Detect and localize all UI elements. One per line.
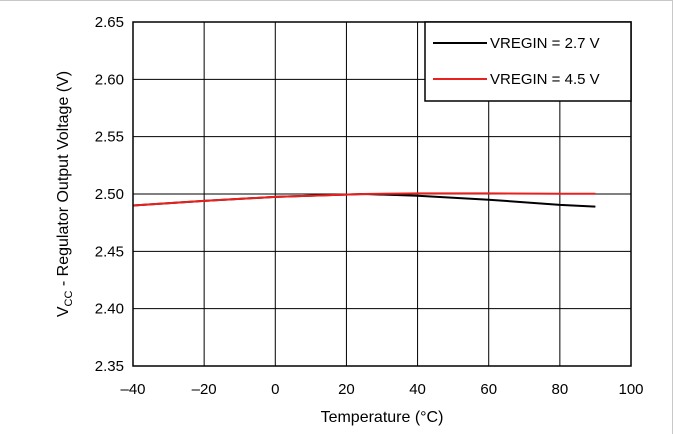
y-tick-label: 2.40 xyxy=(95,301,124,318)
y-axis-title-rest: - Regulator Output Voltage (V) xyxy=(55,71,72,291)
x-tick-label: 20 xyxy=(338,381,355,398)
y-tick-label: 2.60 xyxy=(95,71,124,88)
x-tick-label: –20 xyxy=(192,381,217,398)
plot-border xyxy=(132,21,632,367)
legend-label-1: VREGIN = 2.7 V xyxy=(490,35,600,52)
x-tick-label: 0 xyxy=(271,381,279,398)
series-layer xyxy=(132,192,596,208)
tick-layer: –40 –20 0 20 40 60 80 100 2.35 2.40 2.45 2.50 2.55 2.… xyxy=(95,14,644,398)
y-axis-title: VCC - Regulator Output Voltage (V) xyxy=(55,71,75,317)
y-axis-title-sub: CC xyxy=(63,291,75,307)
legend: VREGIN = 2.7 V VREGIN = 4.5 V xyxy=(424,21,632,102)
x-tick-label: 100 xyxy=(618,381,643,398)
y-tick-label: 2.55 xyxy=(95,129,124,146)
x-tick-label: 40 xyxy=(409,381,426,398)
y-tick-label: 2.35 xyxy=(95,358,124,375)
x-tick-label: 60 xyxy=(480,381,497,398)
y-tick-label: 2.50 xyxy=(95,186,124,203)
x-tick-label: 80 xyxy=(552,381,569,398)
x-axis-title: Temperature (°C) xyxy=(321,409,444,426)
y-axis-title-main: V xyxy=(55,306,72,317)
legend-label-2: VREGIN = 4.5 V xyxy=(490,71,600,88)
y-tick-label: 2.45 xyxy=(95,243,124,260)
y-tick-label: 2.65 xyxy=(95,14,124,31)
x-tick-label: –40 xyxy=(120,381,145,398)
legend-box xyxy=(424,21,632,102)
series-line-2 xyxy=(132,192,596,207)
